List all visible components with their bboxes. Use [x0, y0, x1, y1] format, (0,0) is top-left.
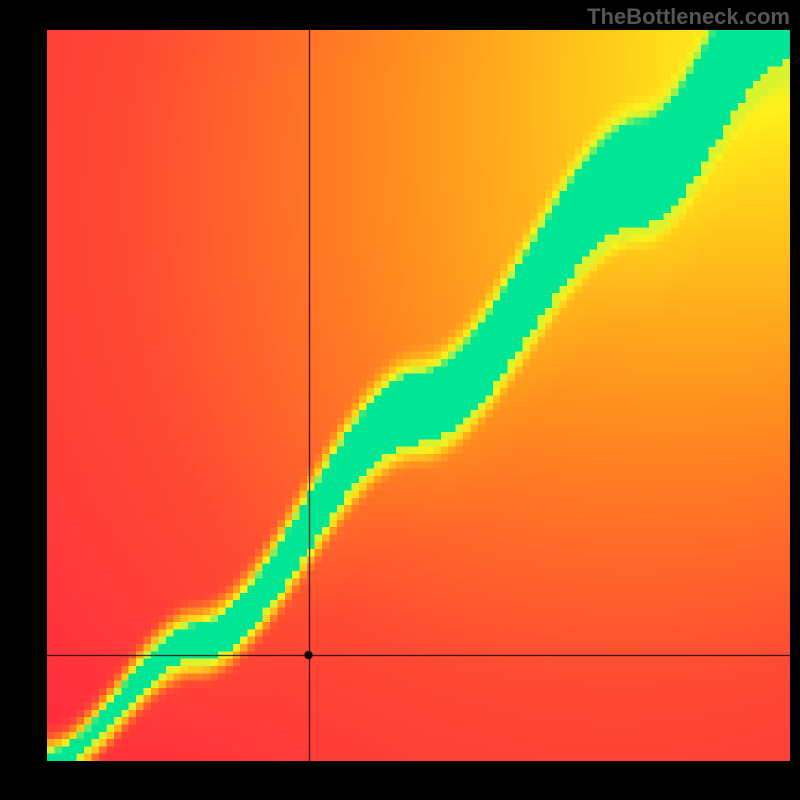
bottleneck-heatmap	[47, 30, 790, 761]
watermark-text: TheBottleneck.com	[587, 4, 790, 30]
chart-container: TheBottleneck.com	[0, 0, 800, 800]
